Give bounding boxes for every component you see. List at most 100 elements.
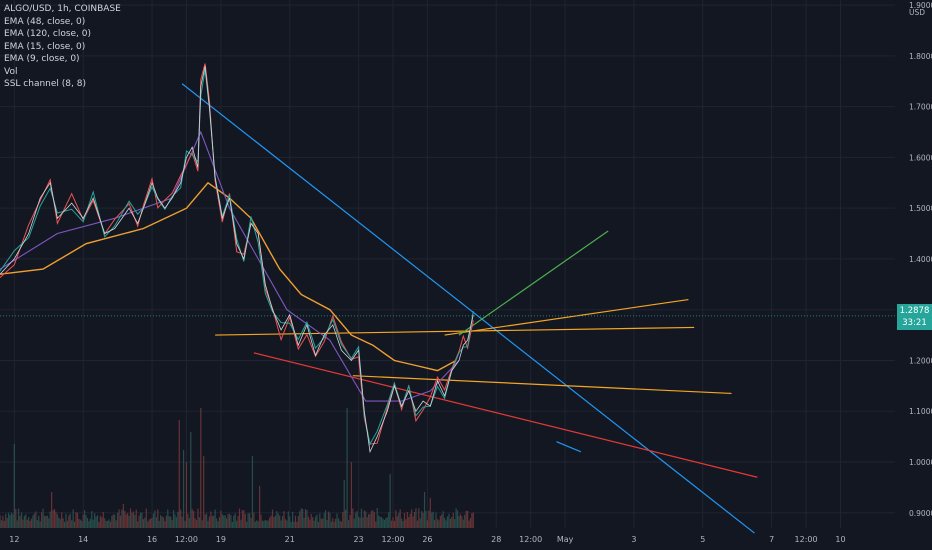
volume-bar <box>275 515 276 528</box>
volume-bar <box>309 520 310 528</box>
volume-bar <box>34 514 35 528</box>
volume-bar <box>2 516 3 528</box>
volume-bar <box>233 516 234 528</box>
volume-bar <box>302 509 303 528</box>
volume-bar <box>427 520 428 528</box>
volume-bar <box>324 513 325 528</box>
volume-bar <box>65 514 66 528</box>
volume-bar <box>253 512 254 528</box>
volume-bar <box>463 520 464 528</box>
volume-bar <box>106 521 107 528</box>
volume-bar <box>123 504 124 528</box>
volume-bar <box>35 511 36 528</box>
red-trendline <box>254 353 757 477</box>
indicator-ema-15[interactable]: EMA (15, close, 0) <box>4 41 121 54</box>
volume-bar <box>146 509 147 528</box>
volume-bar <box>269 518 270 528</box>
volume-bar <box>334 522 335 528</box>
volume-bar <box>100 516 101 528</box>
volume-bar <box>301 508 302 528</box>
volume-bar <box>375 521 376 528</box>
volume-bar <box>70 514 71 528</box>
volume-bar <box>84 510 85 528</box>
blue-trendline-b <box>557 442 581 452</box>
volume-bar <box>87 518 88 528</box>
chart-grid <box>0 0 895 528</box>
volume-bar <box>266 520 267 528</box>
volume-bar <box>283 511 284 528</box>
volume-bar <box>30 521 31 528</box>
indicator-ema-9[interactable]: EMA (9, close, 0) <box>4 53 121 66</box>
volume-bar <box>252 456 253 528</box>
volume-bar <box>344 480 345 528</box>
symbol-title[interactable]: ALGO/USD, 1h, COINBASE <box>4 3 121 16</box>
x-tick-label: 26 <box>422 535 432 544</box>
volume-bar <box>212 516 213 528</box>
volume-bar <box>316 515 317 528</box>
volume-bar <box>58 517 59 528</box>
volume-bar <box>190 432 191 528</box>
volume-bar <box>186 462 187 528</box>
x-tick-label: 28 <box>491 535 501 544</box>
volume-bar <box>64 522 65 528</box>
volume-bar <box>431 513 432 528</box>
volume-bar <box>421 511 422 528</box>
volume-bar <box>47 516 48 528</box>
volume-bar <box>63 518 64 528</box>
volume-bar <box>128 516 129 528</box>
volume-bar <box>466 511 467 528</box>
volume-bar <box>68 516 69 528</box>
volume-bar <box>121 510 122 528</box>
volume-bar <box>157 509 158 528</box>
volume-bar <box>417 521 418 528</box>
volume-bar <box>113 514 114 528</box>
volume-bar <box>407 512 408 528</box>
volume-bar <box>358 517 359 528</box>
volume-bar <box>377 508 378 528</box>
volume-bar <box>398 513 399 528</box>
y-tick-label: 1.6000 <box>909 153 932 162</box>
volume-bar <box>428 511 429 528</box>
volume-bar <box>268 521 269 528</box>
volume-bar <box>395 510 396 528</box>
volume-bar <box>411 509 412 528</box>
volume-bar <box>192 509 193 528</box>
volume-bar <box>447 516 448 528</box>
volume-bar <box>259 486 260 528</box>
indicator-ssl-channel[interactable]: SSL channel (8, 8) <box>4 78 121 91</box>
indicator-volume[interactable]: Vol <box>4 66 121 79</box>
volume-bar <box>444 518 445 528</box>
y-tick-label: 1.7000 <box>909 103 932 112</box>
volume-bar <box>471 513 472 528</box>
volume-bar <box>255 522 256 528</box>
volume-bar <box>131 513 132 528</box>
volume-bar <box>94 513 95 528</box>
volume-bar <box>160 515 161 528</box>
volume-bar <box>414 512 415 528</box>
volume-bar <box>405 519 406 528</box>
volume-bar <box>223 516 224 528</box>
volume-bar <box>21 513 22 528</box>
volume-bar <box>205 515 206 528</box>
volume-bar <box>359 518 360 528</box>
indicator-ema-120[interactable]: EMA (120, close, 0) <box>4 28 121 41</box>
volume-bar <box>420 518 421 528</box>
volume-bar <box>75 512 76 528</box>
volume-bar <box>42 509 43 528</box>
volume-bar <box>206 513 207 528</box>
indicator-ema-48[interactable]: EMA (48, close, 0) <box>4 16 121 29</box>
volume-bar <box>216 519 217 528</box>
volume-bar <box>40 521 41 528</box>
volume-bar <box>357 511 358 528</box>
volume-bar <box>415 508 416 528</box>
volume-bar <box>378 515 379 528</box>
volume-bar <box>460 514 461 528</box>
green-trendline <box>459 231 608 335</box>
volume-bar <box>260 515 261 528</box>
y-tick-label: 1.0000 <box>909 458 932 467</box>
volume-bar <box>4 521 5 528</box>
volume-bar <box>150 519 151 528</box>
volume-bar <box>345 510 346 528</box>
volume-bar <box>445 520 446 528</box>
